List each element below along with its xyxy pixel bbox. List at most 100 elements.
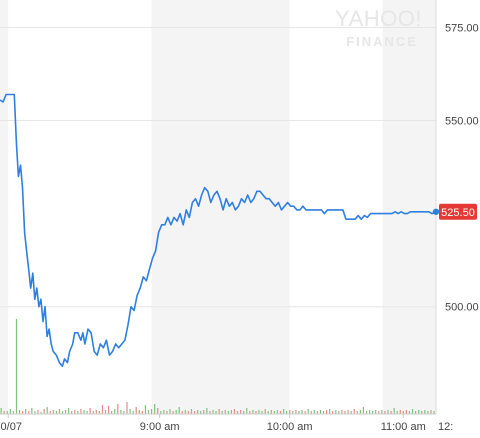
volume-bar (147, 410, 150, 414)
volume-bar (240, 410, 242, 414)
volume-bar (329, 409, 331, 414)
volume-bar (71, 411, 73, 414)
volume-bar (310, 411, 312, 414)
volume-bar (255, 411, 257, 414)
volume-bar (359, 410, 361, 414)
volume-bar (307, 409, 309, 414)
volume-bar (332, 411, 334, 414)
volume-bar (344, 411, 346, 414)
volume-bar (92, 411, 94, 414)
volume-bar (273, 411, 275, 414)
volume-bar (203, 410, 205, 414)
x-tick-label: 12: (438, 421, 453, 433)
volume-bar (411, 409, 414, 414)
volume-bar (384, 411, 386, 414)
volume-bar (270, 410, 272, 414)
volume-bar (319, 410, 322, 414)
volume-bar (83, 410, 85, 414)
volume-bar (184, 410, 186, 414)
volume-bar (95, 410, 97, 414)
volume-bar (313, 410, 315, 414)
volume-bar (264, 409, 266, 414)
volume-bar (258, 410, 260, 414)
volume-bar (261, 411, 263, 414)
grid-lines (0, 0, 437, 414)
volume-bar (9, 409, 11, 414)
volume-bar (233, 409, 236, 414)
volume-bar (178, 407, 180, 414)
volume-bar (18, 410, 21, 414)
volume-bar (381, 410, 383, 414)
volume-bar (292, 411, 294, 414)
volume-bar (365, 411, 368, 414)
volume-bar (31, 408, 33, 414)
x-axis: 20/07 9:00 am 10:00 am 11:00 am 12: (0, 414, 453, 433)
volume-bar (200, 411, 202, 414)
volume-bar (129, 409, 131, 414)
volume-bar (396, 411, 398, 414)
volume-bar (347, 410, 349, 414)
volume-bar (55, 411, 57, 414)
session-band-2 (382, 0, 436, 414)
volume-bar (424, 410, 426, 414)
volume-bar (6, 411, 8, 414)
volume-bar (350, 411, 352, 414)
volume-bar (276, 410, 279, 414)
volume-bar (236, 411, 239, 414)
volume-bar (0, 408, 2, 414)
volume-bar (368, 410, 371, 414)
volume-bar (40, 412, 42, 414)
watermark-brand: YAHOO! (335, 6, 422, 31)
volume-bar (362, 407, 365, 414)
volume-bar (246, 408, 248, 414)
volume-bar (89, 408, 91, 414)
volume-bar (322, 411, 325, 414)
volume-bar (218, 409, 220, 414)
volume-bar (34, 411, 36, 414)
volume-bar (154, 404, 156, 414)
volume-bar (267, 411, 269, 414)
session-band-0 (0, 0, 9, 414)
volume-bar (212, 410, 214, 414)
volume-bar (187, 411, 190, 414)
volume-bar (86, 411, 88, 414)
volume-bar (114, 409, 116, 414)
volume-bar (101, 405, 104, 414)
volume-bar (427, 411, 429, 414)
x-tick-label: 20/07 (0, 421, 22, 433)
volume-bar (338, 411, 340, 414)
volume-bar (132, 411, 134, 414)
volume-bar (111, 411, 113, 414)
volume-bar (58, 409, 61, 414)
volume-bar (169, 409, 171, 414)
volume-bar (135, 407, 137, 414)
volume-bar (49, 411, 51, 414)
volume-bar (150, 409, 153, 414)
volume-bar (197, 410, 199, 414)
price-line-group (0, 93, 440, 368)
y-tick-label: 550.00 (445, 116, 479, 128)
watermark-sub: FINANCE (346, 34, 418, 49)
volume-bar (25, 409, 27, 414)
volume-bar (175, 410, 177, 414)
volume-bar (15, 319, 18, 414)
volume-bar (408, 411, 411, 414)
volume-bar (393, 408, 395, 414)
y-tick-label: 575.00 (445, 22, 479, 34)
volume-bar (120, 410, 122, 414)
volume-bar (209, 411, 211, 414)
volume-bar (399, 410, 401, 414)
volume-bar (138, 410, 140, 414)
volume-bar (37, 410, 39, 414)
volume-bar (46, 407, 48, 414)
volume-bar (249, 411, 251, 414)
yahoo-finance-watermark: YAHOO! FINANCE (335, 6, 422, 49)
volume-bar (295, 410, 297, 414)
session-bands (0, 0, 436, 414)
volume-bar (227, 411, 229, 414)
volume-bar (279, 411, 282, 414)
volume-bar (316, 411, 318, 414)
volume-bar (405, 410, 408, 414)
last-price-tag: 525.50 (439, 203, 477, 220)
